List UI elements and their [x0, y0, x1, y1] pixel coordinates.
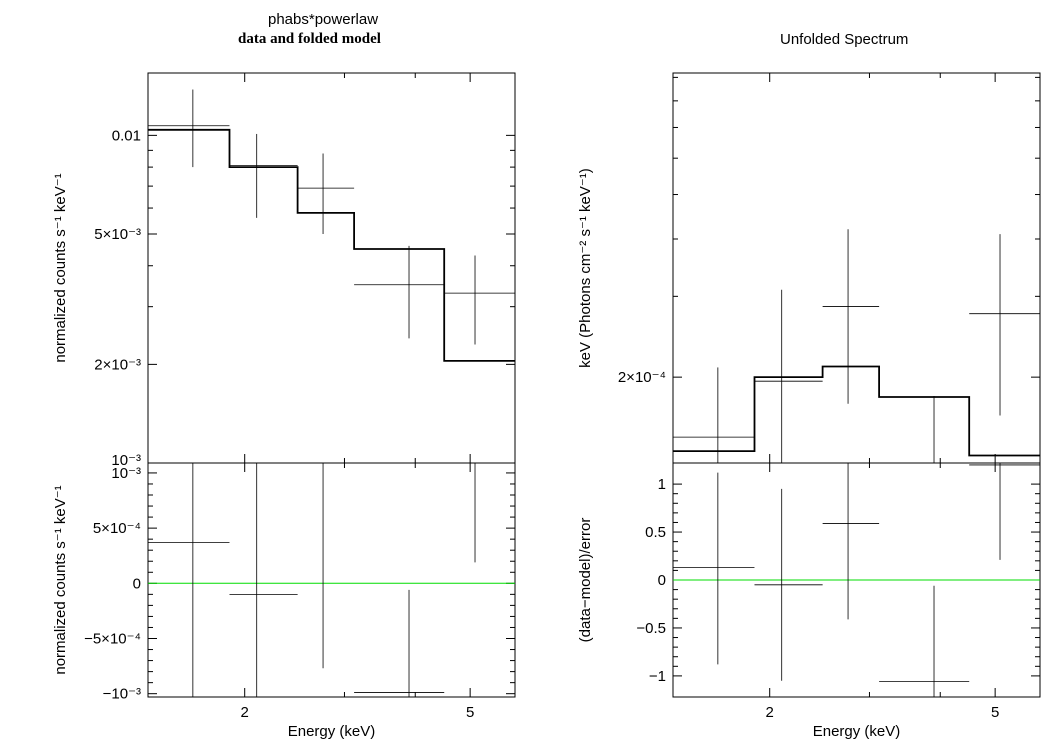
- folded-panel: [147, 72, 516, 464]
- unfolded-panel: [672, 72, 1041, 464]
- folded-residuals-ytick-label: −10⁻³: [103, 686, 141, 703]
- folded-residuals-panel: [147, 462, 516, 698]
- unfolded-residuals-ytick-label: −0.5: [636, 620, 666, 637]
- unfolded-residuals-xtick-label: 5: [991, 704, 999, 721]
- left-title: phabs*powerlaw: [268, 11, 379, 28]
- unfolded-residuals-xtick-label: 2: [766, 704, 774, 721]
- folded-ytick-label: 2×10⁻³: [94, 356, 141, 373]
- folded-ylabel: normalized counts s⁻¹ keV⁻¹: [52, 173, 69, 362]
- folded-residuals-ylabel: normalized counts s⁻¹ keV⁻¹: [52, 485, 69, 674]
- folded-residuals-xtick-label: 5: [466, 704, 474, 721]
- folded-residuals-ytick-label: 5×10⁻⁴: [93, 520, 141, 537]
- unfolded-ylabel: keV (Photons cm⁻² s⁻¹ keV⁻¹): [577, 168, 594, 368]
- unfolded-model-step: [673, 365, 1040, 457]
- folded-ytick-label: 10⁻³: [111, 452, 141, 469]
- unfolded-residuals-ytick-label: −1: [649, 668, 666, 685]
- folded-residuals-xtick-label: 2: [241, 704, 249, 721]
- unfolded-residuals-ylabel: (data−model)/error: [577, 518, 594, 643]
- folded-residuals-ytick-label: 0: [133, 575, 141, 592]
- folded-residuals-ytick-label: −5×10⁻⁴: [84, 631, 141, 648]
- unfolded-residuals-ytick-label: 1: [658, 476, 666, 493]
- folded-frame: [147, 72, 516, 464]
- folded-model-step: [148, 128, 515, 362]
- left-subtitle: data and folded model: [238, 31, 381, 47]
- unfolded-residuals-ytick-label: 0: [658, 572, 666, 589]
- folded-residuals-xlabel: Energy (keV): [288, 723, 376, 740]
- folded-ytick-label: 5×10⁻³: [94, 226, 141, 243]
- unfolded-residuals-xlabel: Energy (keV): [813, 723, 901, 740]
- unfolded-frame: [672, 72, 1041, 464]
- folded-residuals-frame: [147, 462, 516, 698]
- unfolded-ytick-label: 2×10⁻⁴: [618, 369, 666, 386]
- folded-ytick-label: 0.01: [112, 127, 141, 144]
- right-title: Unfolded Spectrum: [780, 31, 909, 48]
- unfolded-residuals-ytick-label: 0.5: [645, 524, 666, 541]
- unfolded-residuals-panel: [672, 462, 1041, 698]
- folded-residuals-ytick-label: 10⁻³: [111, 465, 141, 482]
